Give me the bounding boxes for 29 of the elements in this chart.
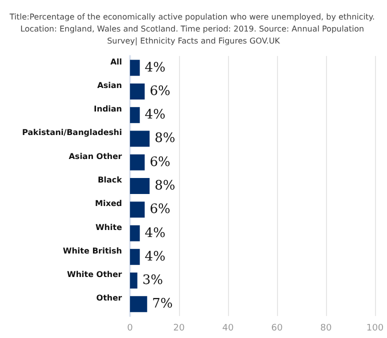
y-tick-label: White British bbox=[62, 246, 122, 256]
x-tick-label: 20 bbox=[173, 324, 185, 334]
data-label: 8% bbox=[154, 131, 176, 146]
y-tick-label: Black bbox=[98, 176, 123, 184]
y-tick-label: White Other bbox=[67, 270, 122, 280]
x-tick-label: 0 bbox=[127, 324, 134, 334]
data-label: 4% bbox=[144, 249, 166, 264]
x-tick-label: 80 bbox=[320, 324, 332, 334]
data-label: 6% bbox=[150, 84, 170, 99]
y-tick-label: Other bbox=[96, 294, 122, 303]
x-tick-label: 40 bbox=[222, 324, 234, 334]
data-label: 4% bbox=[144, 226, 166, 241]
data-label: 4% bbox=[144, 60, 166, 76]
y-tick-label: Pakistani/Bangladeshi bbox=[22, 128, 122, 138]
x-tick-label: 60 bbox=[271, 324, 283, 334]
data-label: 6% bbox=[150, 202, 170, 218]
y-tick-label: Asian bbox=[97, 80, 122, 90]
x-tick-label: 100 bbox=[366, 324, 384, 334]
data-label: 7% bbox=[152, 296, 173, 312]
data-label: 6% bbox=[150, 154, 170, 170]
data-label: 3% bbox=[142, 273, 163, 288]
y-tick-label: Asian Other bbox=[68, 152, 122, 161]
chart-title: Title:Percentage of the economically active population who were unemployed, by ethnicity. Location: England, Wales and Scotland. Time period: 2019. Source: Annual Population Survey| Ethnicity Facts and Figures GOV.UK bbox=[8, 12, 378, 46]
data-label: 8% bbox=[154, 178, 176, 194]
y-tick-label: White bbox=[95, 222, 123, 232]
y-tick-label: Mixed bbox=[94, 199, 122, 208]
y-tick-label: All bbox=[110, 57, 122, 66]
data-label: 4% bbox=[144, 108, 166, 123]
y-tick-label: Indian bbox=[94, 104, 122, 114]
